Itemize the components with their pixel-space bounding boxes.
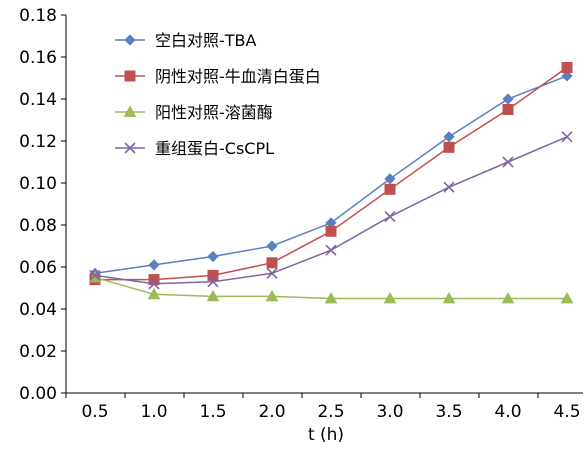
- data-point: [324, 291, 338, 304]
- x-tick-label: 1.5: [199, 402, 226, 422]
- series-group: [88, 62, 574, 304]
- data-point: [442, 291, 456, 304]
- x-tick-label: 3.5: [435, 402, 462, 422]
- series-line: [95, 66, 568, 281]
- data-point: [206, 289, 220, 302]
- data-point: [384, 211, 396, 223]
- legend-marker: [123, 105, 137, 117]
- x-tick-label: 0.5: [81, 402, 108, 422]
- series-1: [89, 70, 573, 279]
- x-tick-label: 3.0: [376, 402, 403, 422]
- data-point: [265, 289, 279, 302]
- y-tick-label: 0.10: [19, 174, 57, 194]
- series-4: [89, 131, 573, 290]
- legend-label: 阴性对照-牛血清白蛋白: [155, 67, 321, 86]
- data-point: [502, 156, 514, 168]
- data-point: [207, 269, 219, 281]
- data-point: [561, 62, 573, 73]
- data-point: [266, 240, 278, 252]
- data-point: [147, 287, 161, 300]
- legend-item: 空白对照-TBA: [115, 31, 257, 50]
- x-tick-label: 2.5: [317, 402, 344, 422]
- data-point: [325, 244, 337, 256]
- data-point: [325, 225, 337, 237]
- y-tick-label: 0.08: [19, 216, 57, 236]
- legend-marker: [124, 34, 136, 46]
- data-point: [207, 276, 219, 288]
- data-point: [383, 291, 397, 304]
- legend-label: 阳性对照-溶菌酶: [155, 103, 273, 122]
- data-point: [501, 291, 515, 304]
- x-tick-label: 1.0: [140, 402, 167, 422]
- data-point: [88, 270, 102, 283]
- legend-label: 重组蛋白-CsCPL: [155, 139, 274, 158]
- legend-label: 空白对照-TBA: [155, 31, 257, 50]
- data-point: [443, 141, 455, 153]
- data-point: [266, 257, 278, 269]
- data-point: [89, 269, 101, 281]
- data-point: [561, 70, 573, 82]
- data-point: [443, 131, 455, 143]
- legend-item: 重组蛋白-CsCPL: [115, 139, 274, 158]
- x-axis-title: t (h): [308, 425, 344, 445]
- y-tick-label: 0.06: [19, 258, 57, 278]
- y-tick-label: 0.04: [19, 300, 57, 320]
- y-tick-label: 0.12: [19, 132, 57, 152]
- data-point: [502, 93, 514, 105]
- data-point: [384, 183, 396, 195]
- y-tick-label: 0.00: [19, 384, 57, 404]
- data-point: [148, 278, 160, 290]
- y-tick-label: 0.14: [19, 90, 57, 110]
- data-point: [560, 291, 574, 304]
- x-tick-label: 4.0: [494, 402, 521, 422]
- series-line: [94, 136, 568, 285]
- data-point: [443, 181, 455, 193]
- legend-marker: [124, 142, 136, 154]
- axes: 0.00 0.02 0.04 0.06 0.08 0.10 0.12 0.14 0.16 0.18…: [19, 6, 583, 422]
- legend-item: 阴性对照-牛血清白蛋白: [115, 67, 321, 86]
- y-tick-label: 0.02: [19, 342, 57, 362]
- data-point: [207, 250, 219, 263]
- series-3: [88, 270, 574, 304]
- data-point: [148, 259, 160, 271]
- legend-marker: [124, 70, 136, 82]
- data-point: [561, 131, 573, 143]
- y-tick-label: 0.18: [19, 6, 57, 26]
- legend-item: 阳性对照-溶菌酶: [115, 103, 273, 122]
- x-tick-label: 4.5: [553, 402, 580, 422]
- y-tick-label: 0.16: [19, 48, 57, 68]
- x-tick-label: 2.0: [258, 402, 285, 422]
- data-point: [266, 267, 278, 279]
- data-point: [502, 104, 514, 115]
